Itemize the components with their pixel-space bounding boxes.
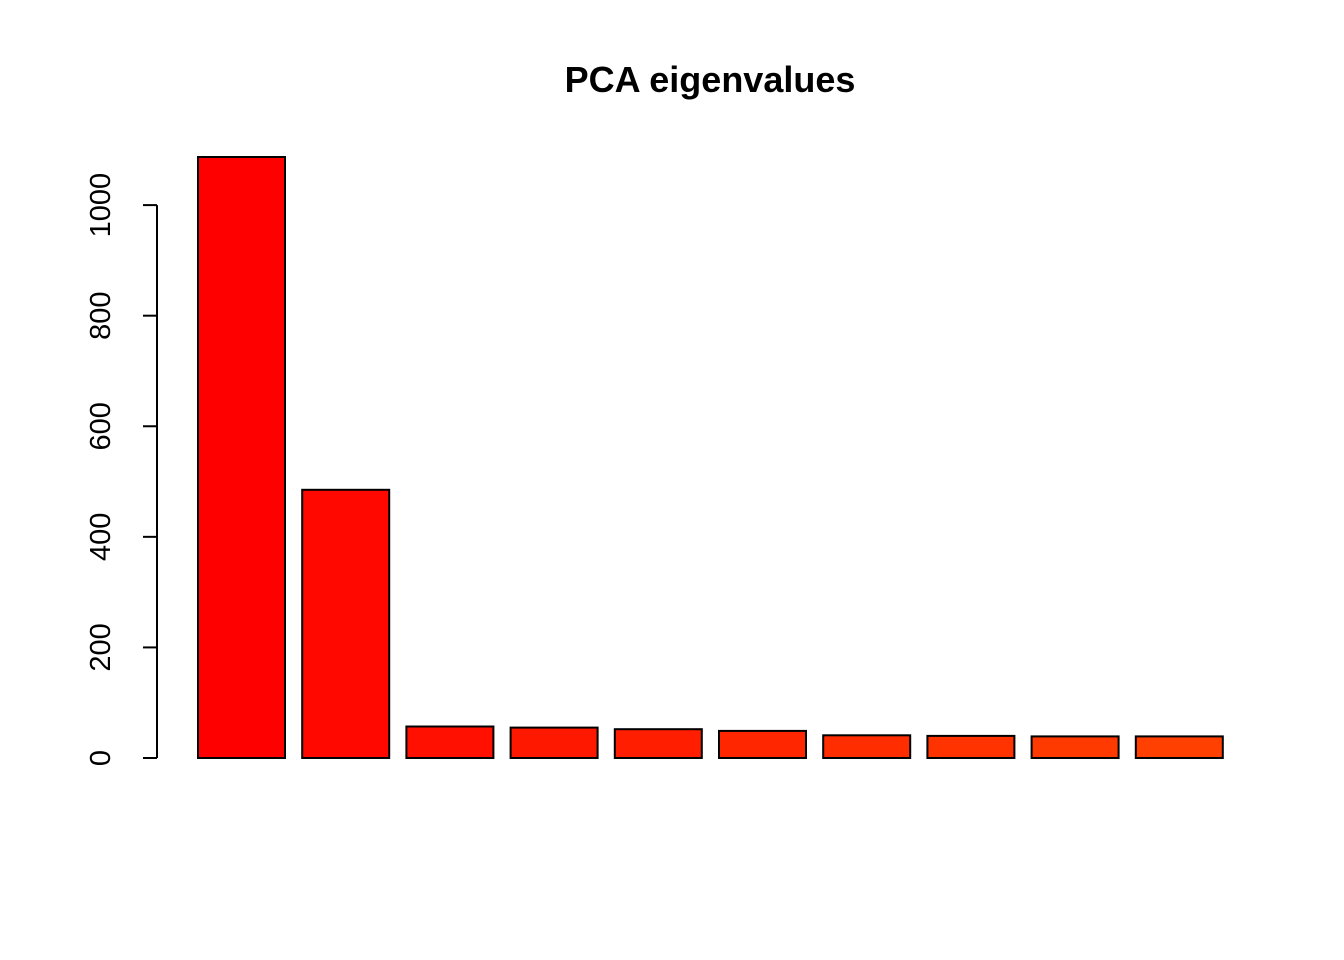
y-axis: 0 200 400 600 800 1000 <box>85 173 158 766</box>
bar-4 <box>509 726 599 759</box>
bars-group <box>197 156 1224 760</box>
bar-8 <box>926 734 1016 760</box>
bar-3 <box>405 725 495 759</box>
bar-10 <box>1134 735 1224 760</box>
y-tick-label: 0 <box>85 750 117 766</box>
y-tick-label: 1000 <box>85 173 117 238</box>
bar-9 <box>1030 735 1120 760</box>
y-tick-label: 800 <box>85 291 117 339</box>
bar-6 <box>718 729 807 760</box>
y-tick-label: 200 <box>85 623 117 671</box>
y-tick-label: 600 <box>85 402 117 450</box>
y-tick-label: 400 <box>85 513 117 561</box>
bar-5 <box>613 728 703 760</box>
bar-2 <box>301 488 391 759</box>
bar-1 <box>197 156 286 759</box>
chart-title: PCA eigenvalues <box>565 59 856 100</box>
bar-7 <box>822 734 912 759</box>
